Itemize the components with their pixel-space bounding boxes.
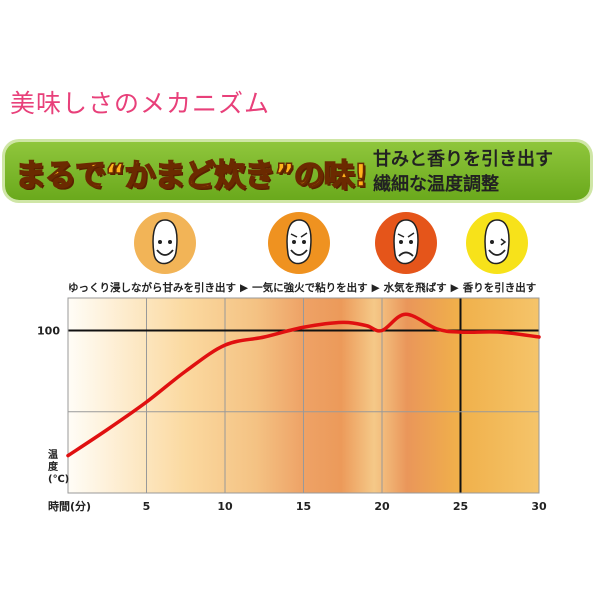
x-axis-label: 時間(分) xyxy=(48,499,91,513)
banner: まるで“かまど炊き”の味! 甘みと香りを引き出す 繊細な温度調整 xyxy=(5,142,590,200)
stage-label: 一気に強火で粘りを出す xyxy=(252,282,368,294)
y-axis-label: 温度(℃) xyxy=(48,450,70,485)
banner-subtitle-2: 繊細な温度調整 xyxy=(373,174,499,195)
rice-face-smile-icon xyxy=(134,212,196,274)
stage-label: ゆっくり浸しながら甘みを引き出す xyxy=(68,282,236,294)
temperature-line xyxy=(66,312,541,458)
arrow-icon: ▶ xyxy=(450,282,459,294)
stage-labels: ゆっくり浸しながら甘みを引き出す ▶ 一気に強火で粘りを出す ▶ 水気を飛ばす ▶ 香りを引… xyxy=(68,280,540,295)
x-tick-label: 20 xyxy=(374,500,390,513)
x-tick-label: 10 xyxy=(217,500,233,513)
rice-face-determined-icon xyxy=(268,212,330,274)
x-tick-label: 5 xyxy=(143,500,151,513)
page-title: 美味しさのメカニズム xyxy=(10,89,271,118)
x-tick-label: 30 xyxy=(531,500,547,513)
arrow-icon: ▶ xyxy=(240,282,249,294)
stage-label: 水気を飛ばす xyxy=(383,282,447,294)
x-tick-label: 15 xyxy=(296,500,311,513)
arrow-icon: ▶ xyxy=(371,282,380,294)
banner-subtitle-1: 甘みと香りを引き出す xyxy=(373,149,553,170)
plot-border xyxy=(67,297,540,494)
stage-label: 香りを引き出す xyxy=(462,282,537,294)
slogan: まるで“かまど炊き”の味! xyxy=(14,157,368,195)
y-tick-label: 100 xyxy=(37,325,60,338)
rice-face-frown-icon xyxy=(375,212,437,274)
rice-face-wink-icon xyxy=(466,212,528,274)
x-tick-label: 25 xyxy=(453,500,468,513)
